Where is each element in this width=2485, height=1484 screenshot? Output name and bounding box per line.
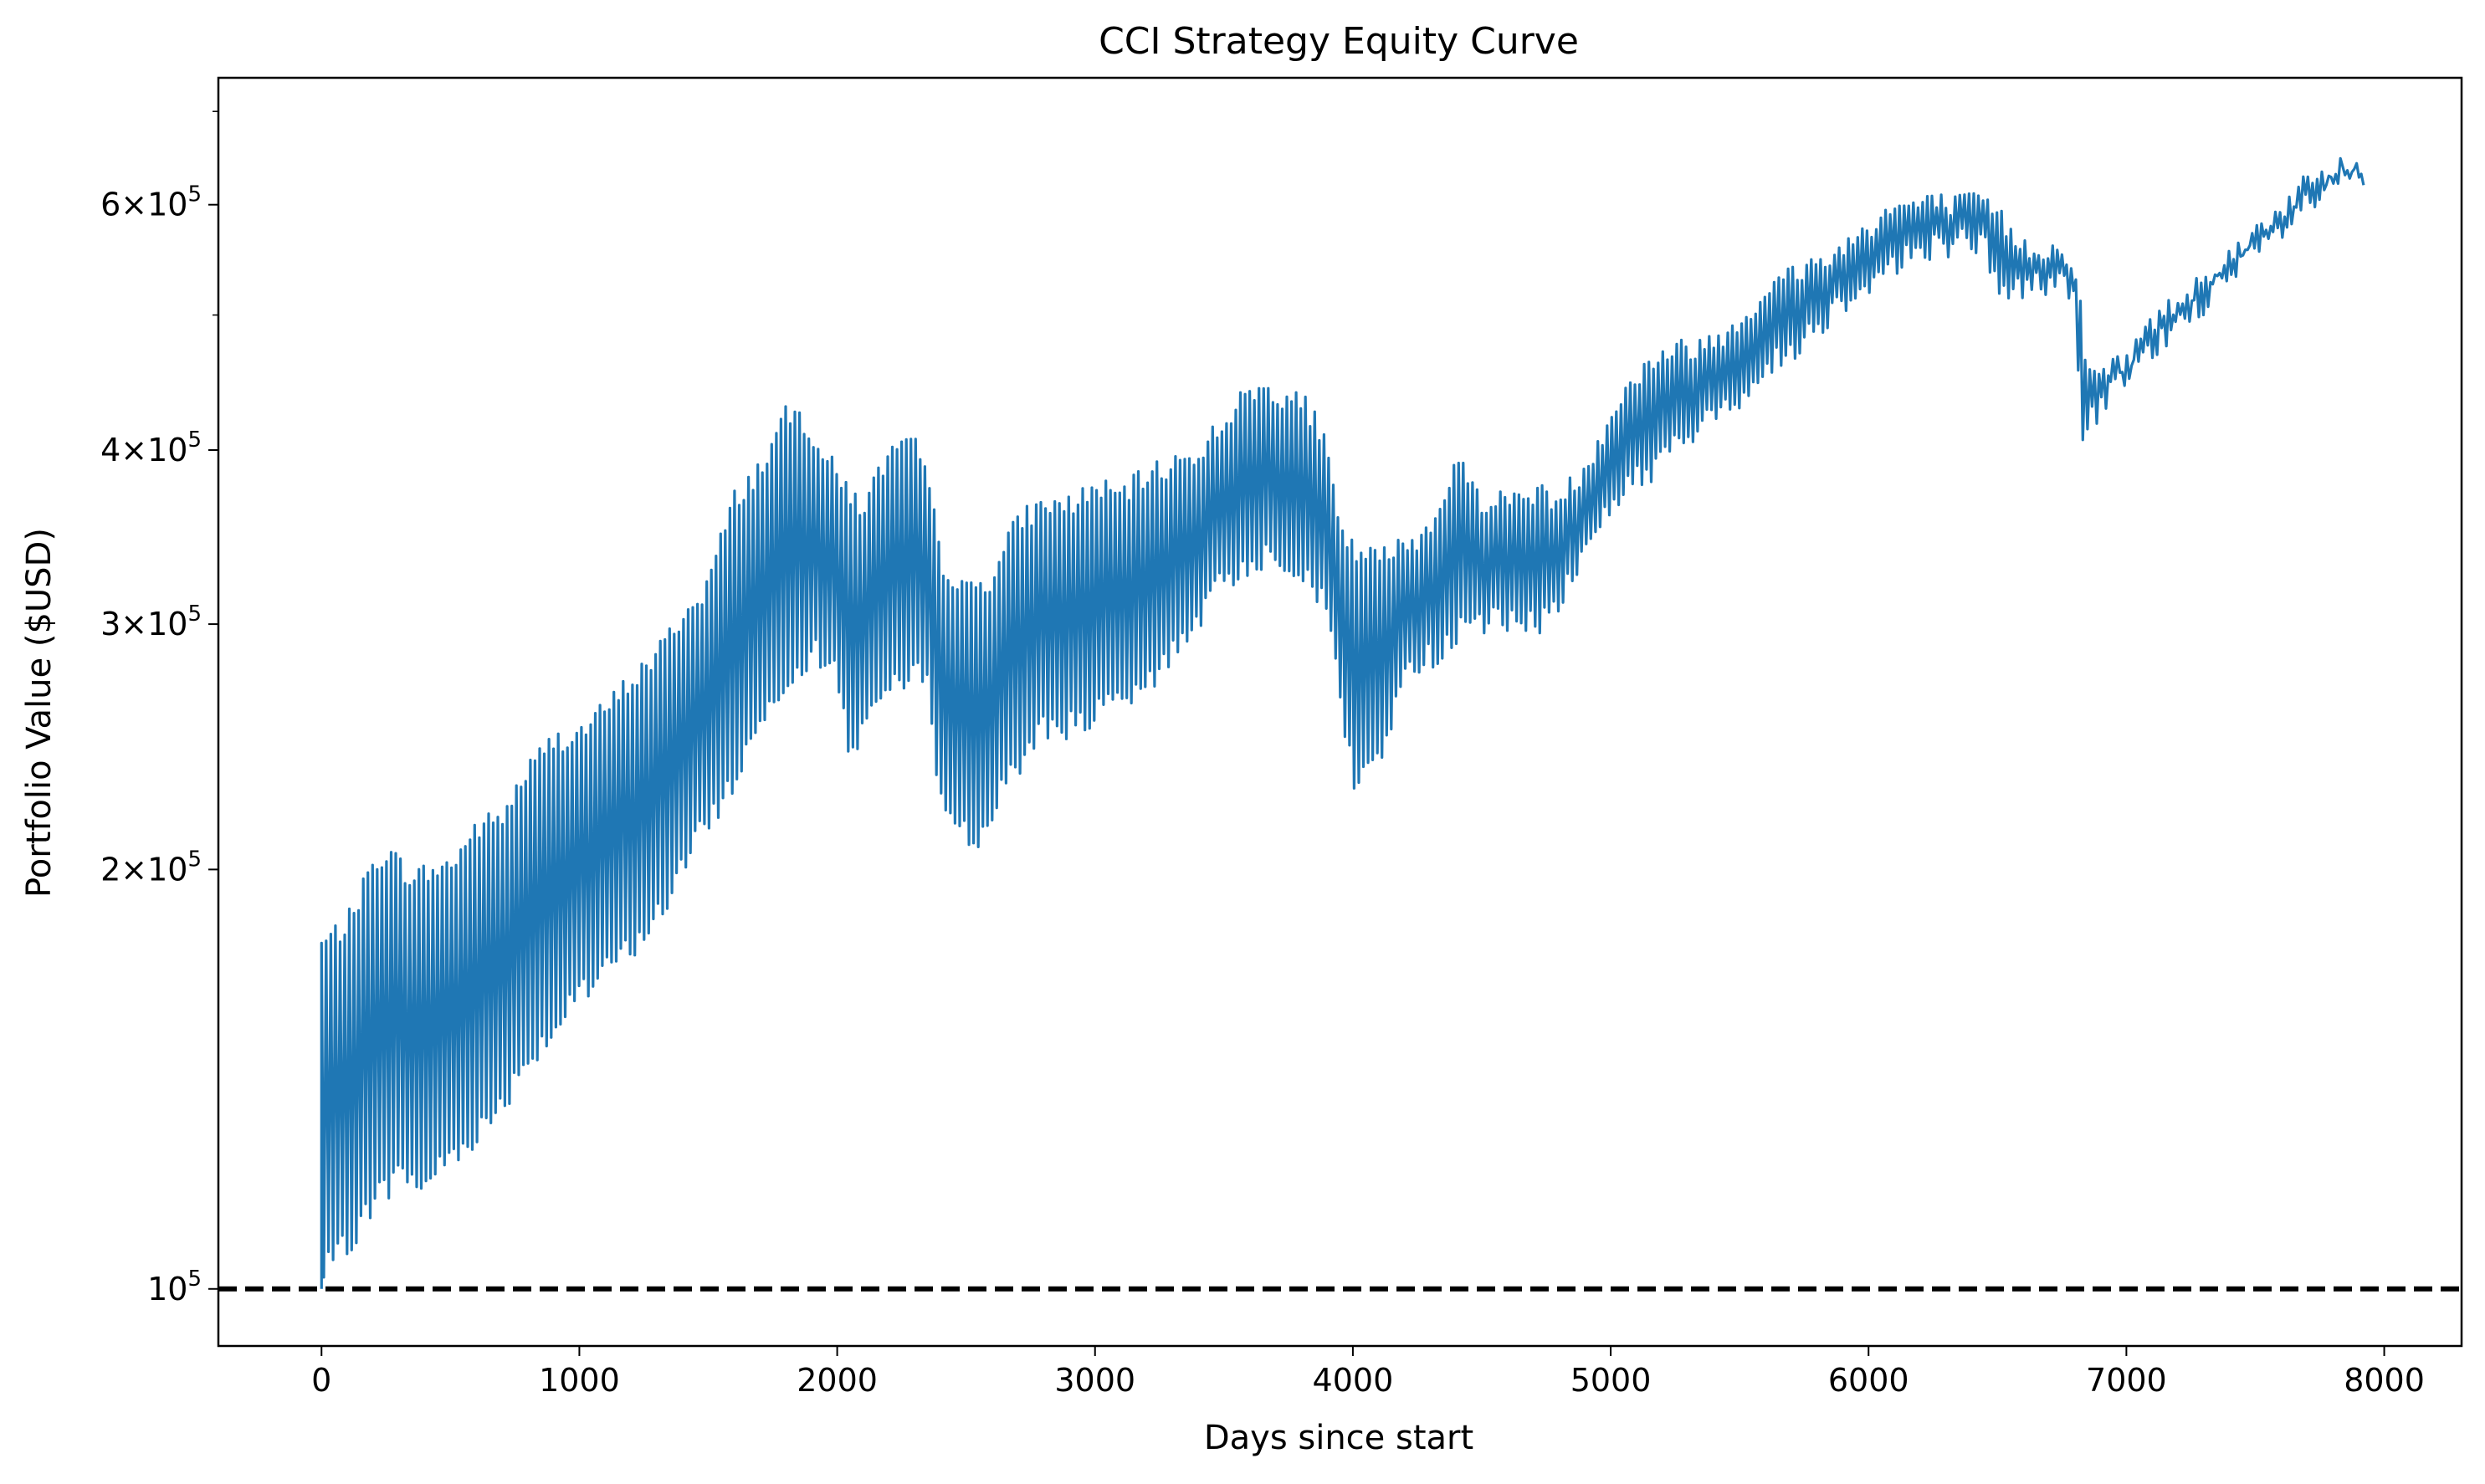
y-tick-label: 4×105 (100, 427, 202, 468)
x-tick-label: 1000 (539, 1362, 620, 1399)
x-tick-label: 2000 (797, 1362, 878, 1399)
y-tick-label: 6×105 (100, 182, 202, 223)
x-tick-label: 7000 (2086, 1362, 2167, 1399)
y-axis-label: Portfolio Value ($USD) (20, 528, 59, 898)
y-tick-label: 2×105 (100, 847, 202, 888)
x-axis-ticks: 0 1000 2000 3000 4000 5000 6000 7000 8000 (311, 1346, 2425, 1399)
plot-area (218, 156, 2462, 1292)
y-tick-label: 105 (147, 1267, 202, 1307)
x-axis-label: Days since start (1204, 1419, 1473, 1457)
equity-series-line (320, 156, 2365, 1289)
x-tick-label: 6000 (1828, 1362, 1909, 1399)
x-tick-label: 0 (311, 1362, 331, 1399)
x-tick-label: 8000 (2344, 1362, 2425, 1399)
x-tick-label: 3000 (1054, 1362, 1135, 1399)
y-tick-label: 3×105 (100, 601, 202, 642)
plot-frame (217, 76, 2463, 1348)
x-tick-label: 5000 (1570, 1362, 1652, 1399)
x-tick-label: 4000 (1313, 1362, 1394, 1399)
chart-title: CCI Strategy Equity Curve (1099, 20, 1579, 63)
y-axis-ticks: 105 2×105 3×105 4×105 6×105 (100, 110, 218, 1307)
